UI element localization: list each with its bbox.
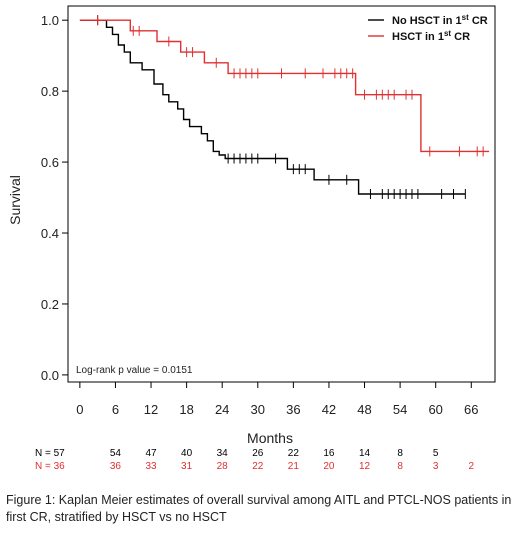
y-tick-label: 0.6 [41, 155, 59, 170]
risk-count: 8 [397, 461, 403, 472]
x-tick-label: 0 [76, 402, 83, 417]
plot-frame [67, 5, 496, 383]
x-tick-label: 48 [357, 402, 371, 417]
y-axis: 0.0 0.2 0.4 0.6 0.8 1.0 [41, 13, 68, 383]
risk-count: 5 [433, 448, 439, 459]
risk-row-label: N = 36 [35, 461, 65, 472]
x-tick-label: 54 [393, 402, 407, 417]
logrank-annotation: Log-rank p value = 0.0151 [76, 365, 193, 376]
x-tick-label: 18 [179, 402, 193, 417]
y-tick-label: 0.8 [41, 84, 59, 99]
figure-caption: Figure 1: Kaplan Meier estimates of over… [6, 493, 512, 524]
risk-count: 40 [181, 448, 193, 459]
risk-count: 8 [397, 448, 403, 459]
x-tick-label: 60 [428, 402, 442, 417]
km-chart: 0.0 0.2 0.4 0.6 0.8 1.0 0 6 12 18 24 30 36 42 48 54 60 6… [7, 5, 496, 472]
survival-curve-1 [79, 19, 466, 195]
risk-count: 26 [252, 448, 264, 459]
risk-count: 12 [359, 461, 371, 472]
survival-curves [79, 15, 490, 199]
x-tick-label: 12 [144, 402, 158, 417]
risk-count: 16 [323, 448, 335, 459]
risk-count: 22 [288, 448, 300, 459]
risk-table: N = 57 54 47 40 34 26 22 16 14 8 5N = 36 36 33 31 28 22… [35, 448, 474, 472]
x-axis: 0 6 12 18 24 30 36 42 48 54 60 66 [76, 382, 479, 417]
risk-count: 21 [288, 461, 300, 472]
risk-count: 47 [145, 448, 157, 459]
risk-count: 14 [359, 448, 371, 459]
x-axis-label: Months [247, 430, 293, 446]
x-tick-label: 42 [322, 402, 336, 417]
y-tick-label: 1.0 [41, 13, 59, 28]
x-tick-label: 6 [112, 402, 119, 417]
risk-count: 20 [323, 461, 335, 472]
risk-count: 54 [110, 448, 122, 459]
y-axis-label: Survival [7, 175, 23, 225]
risk-count: 3 [433, 461, 439, 472]
risk-count: 22 [252, 461, 264, 472]
x-tick-label: 24 [215, 402, 229, 417]
risk-count: 28 [217, 461, 229, 472]
risk-count: 34 [217, 448, 229, 459]
y-tick-label: 0.0 [41, 368, 59, 383]
risk-count: 33 [145, 461, 157, 472]
x-tick-label: 66 [464, 402, 478, 417]
x-tick-label: 30 [251, 402, 265, 417]
legend-label: No HSCT in 1st CR [392, 13, 488, 27]
y-tick-label: 0.2 [41, 297, 59, 312]
risk-count: 31 [181, 461, 193, 472]
risk-count: 36 [110, 461, 122, 472]
legend: No HSCT in 1st CR HSCT in 1st CR [368, 13, 488, 43]
risk-count: 2 [468, 461, 474, 472]
risk-row-label: N = 57 [35, 448, 65, 459]
legend-label: HSCT in 1st CR [392, 29, 470, 43]
x-tick-label: 36 [286, 402, 300, 417]
y-tick-label: 0.4 [41, 226, 59, 241]
